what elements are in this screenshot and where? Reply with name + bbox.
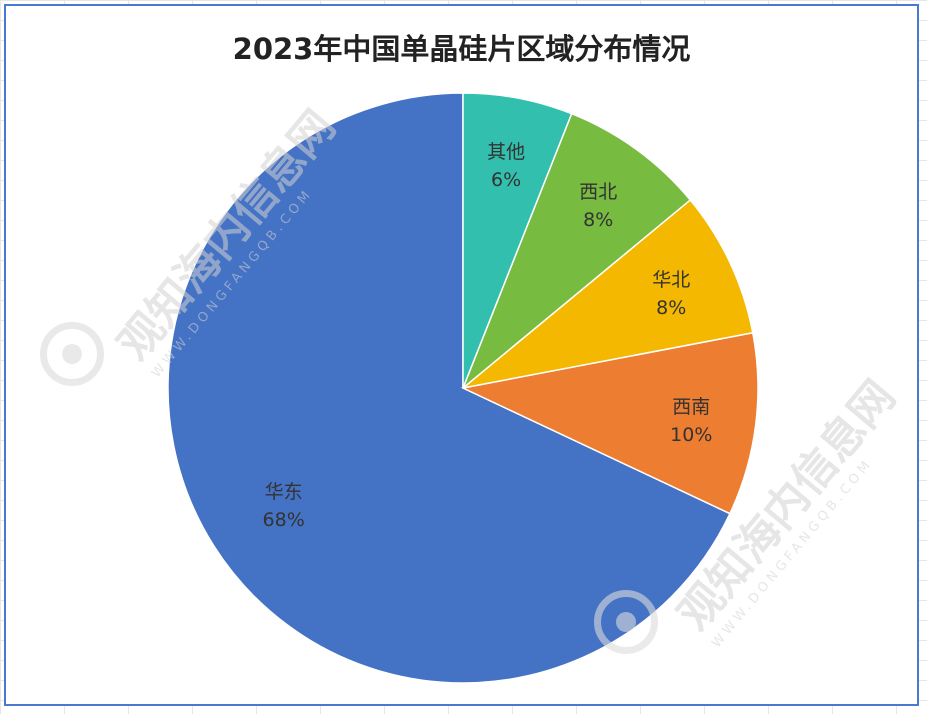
slice-label-4: 其他	[487, 141, 525, 163]
slice-label-3: 西北	[579, 181, 617, 203]
slice-label-1: 西南	[672, 396, 710, 418]
slice-value-0: 68%	[263, 509, 305, 531]
chart-title: 2023年中国单晶硅片区域分布情况	[232, 32, 691, 66]
pie-slice-4	[462, 92, 573, 389]
pie-slice-0	[167, 92, 731, 684]
slice-value-1: 10%	[670, 424, 712, 446]
slice-value-2: 8%	[656, 297, 686, 319]
pie-slice-3	[462, 112, 692, 389]
slice-label-0: 华东	[265, 481, 303, 503]
watermark-logo-icon	[594, 590, 658, 654]
slice-value-4: 6%	[491, 169, 521, 191]
slice-label-2: 华北	[652, 269, 690, 291]
pie-slice-2	[462, 198, 754, 389]
slice-value-3: 8%	[583, 209, 613, 231]
watermark-logo-icon	[40, 322, 104, 386]
pie-slice-1	[460, 331, 759, 515]
